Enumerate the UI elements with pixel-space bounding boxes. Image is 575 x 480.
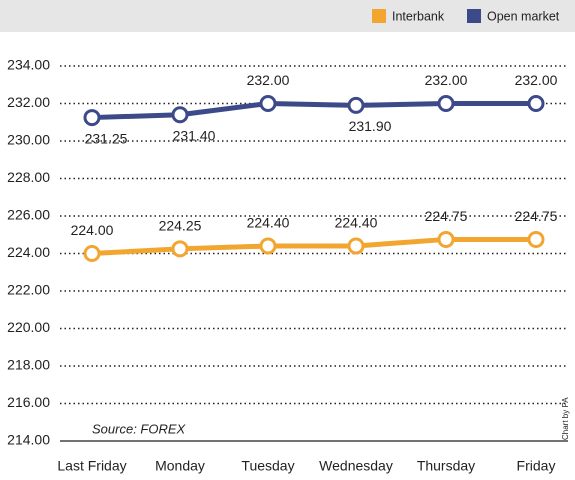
point-marker bbox=[83, 109, 101, 127]
point-marker bbox=[259, 95, 277, 112]
x-tick-label: Monday bbox=[155, 458, 205, 474]
y-tick-label: 220.00 bbox=[7, 319, 50, 335]
y-tick-label: 228.00 bbox=[7, 169, 50, 185]
legend-swatch bbox=[372, 9, 386, 23]
data-label: 231.25 bbox=[85, 130, 128, 146]
credit: Chart by PA bbox=[561, 397, 570, 440]
y-tick-label: 232.00 bbox=[7, 94, 50, 110]
data-label: 224.75 bbox=[425, 208, 468, 224]
legend-swatch bbox=[467, 9, 481, 23]
y-tick-label: 214.00 bbox=[7, 432, 50, 448]
source-note: Source: FOREX bbox=[92, 421, 187, 436]
data-label: 224.25 bbox=[159, 218, 202, 234]
point-marker bbox=[347, 237, 365, 255]
y-tick-label: 234.00 bbox=[7, 57, 50, 73]
y-tick-label: 216.00 bbox=[7, 394, 50, 410]
point-marker bbox=[527, 95, 545, 112]
point-marker bbox=[437, 230, 455, 248]
data-label: 224.40 bbox=[335, 215, 378, 231]
point-marker bbox=[259, 237, 277, 255]
x-tick-label: Thursday bbox=[417, 458, 475, 474]
legend-label: Interbank bbox=[392, 9, 445, 23]
y-tick-label: 230.00 bbox=[7, 132, 50, 148]
point-marker bbox=[171, 240, 189, 258]
point-marker bbox=[437, 95, 455, 112]
data-label: 224.40 bbox=[247, 215, 290, 231]
data-label: 224.00 bbox=[71, 222, 114, 238]
x-tick-label: Tuesday bbox=[241, 458, 294, 474]
data-label: 232.00 bbox=[515, 72, 558, 88]
y-tick-label: 224.00 bbox=[7, 244, 50, 260]
point-marker bbox=[347, 96, 365, 114]
data-label: 232.00 bbox=[425, 72, 468, 88]
data-label: 232.00 bbox=[247, 72, 290, 88]
x-tick-label: Friday bbox=[517, 458, 556, 474]
point-marker bbox=[527, 230, 545, 248]
x-tick-label: Wednesday bbox=[319, 458, 393, 474]
y-tick-label: 226.00 bbox=[7, 207, 50, 223]
point-marker bbox=[171, 106, 189, 124]
point-marker bbox=[83, 245, 101, 262]
x-tick-label: Last Friday bbox=[57, 458, 126, 474]
series-line bbox=[91, 101, 536, 121]
y-tick-label: 218.00 bbox=[7, 357, 50, 373]
series-line bbox=[91, 236, 536, 256]
data-label: 231.90 bbox=[349, 118, 392, 134]
data-label: 224.75 bbox=[515, 208, 558, 224]
data-label: 231.40 bbox=[173, 127, 216, 143]
legend-label: Open market bbox=[487, 9, 560, 23]
y-tick-label: 222.00 bbox=[7, 282, 50, 298]
